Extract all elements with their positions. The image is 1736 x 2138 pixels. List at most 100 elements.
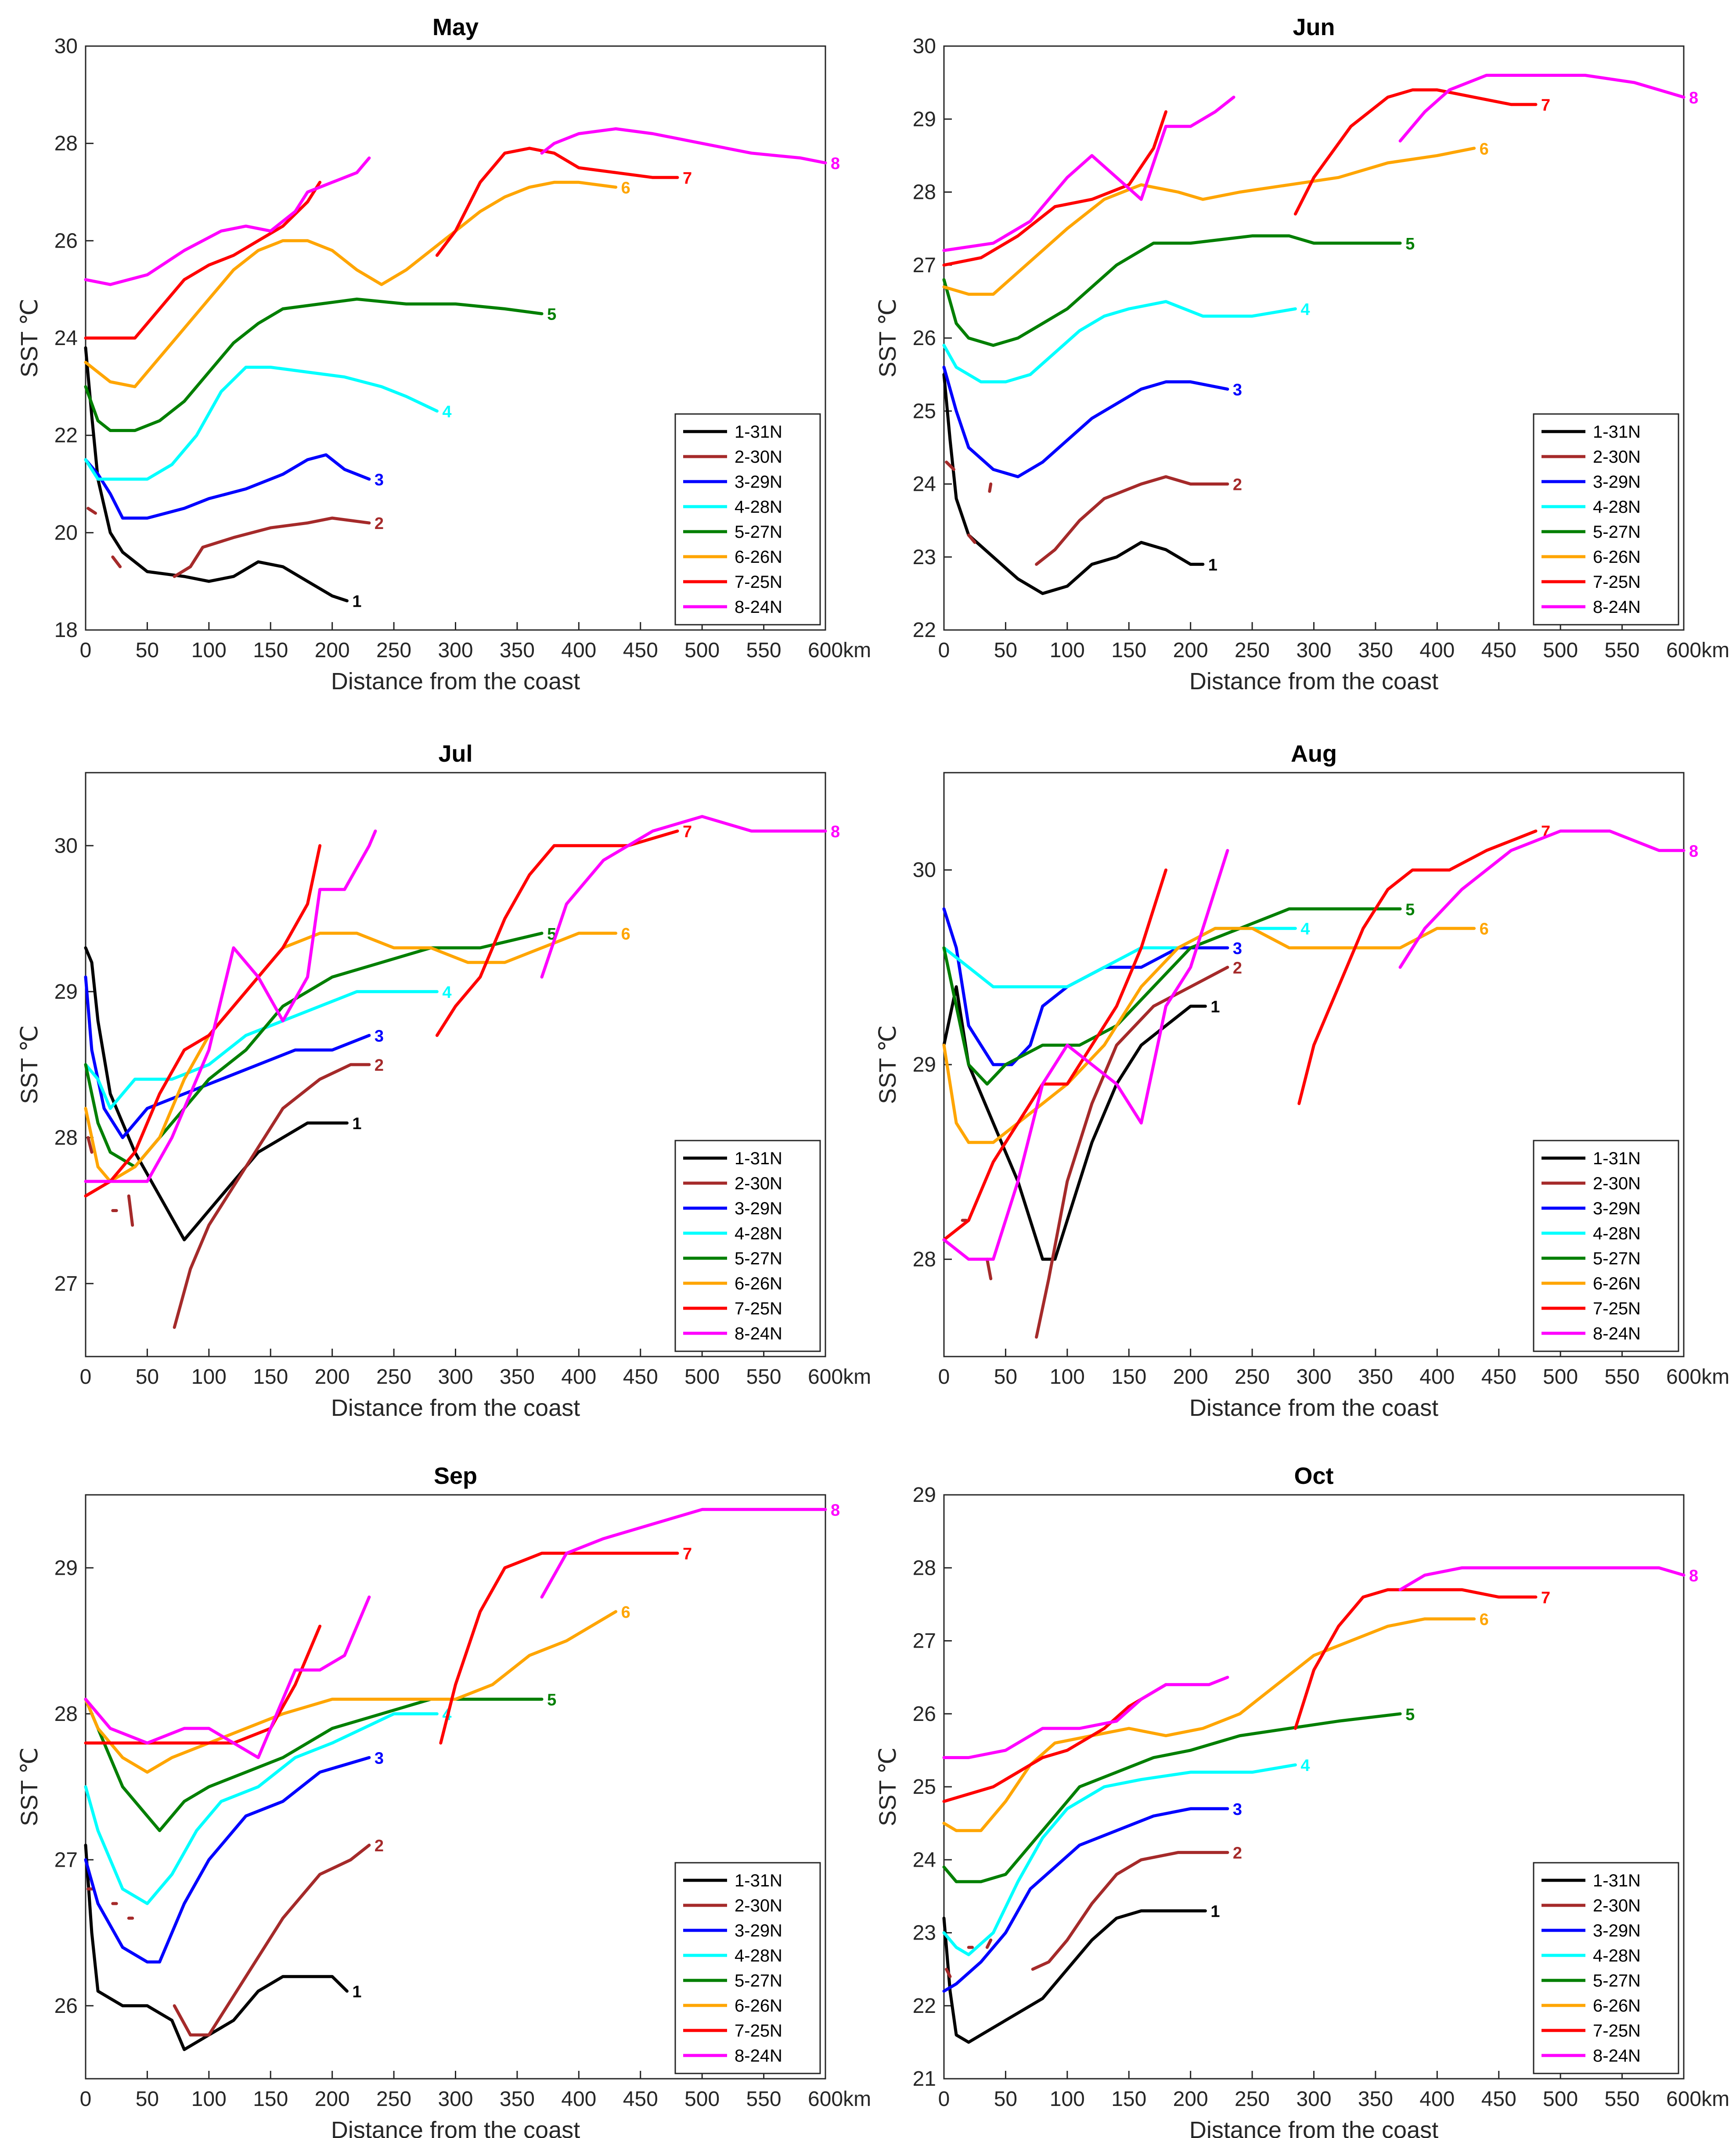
legend-label: 6-26N: [735, 547, 782, 567]
x-tick-label: 450: [623, 2088, 658, 2111]
series-end-label: 5: [1405, 235, 1415, 253]
y-tick-label: 21: [913, 2067, 936, 2091]
series-1-31N: 1: [84, 946, 362, 1242]
series-line-3-seg-1: [942, 907, 1229, 1066]
legend-label: 2-30N: [1593, 447, 1641, 467]
legend: 1-31N 2-30N 3-29N 4-28N 5-27N 6-26N 7-25N 8-24N: [1533, 413, 1679, 626]
series-end-label: 3: [1233, 939, 1242, 958]
x-tick-label: 200: [315, 1365, 350, 1389]
x-tick-label: 400: [561, 2088, 596, 2111]
y-tick-label: 28: [54, 1702, 78, 1726]
y-tick-label: 26: [913, 327, 936, 350]
series-line-5-seg-1: [942, 1712, 1402, 1883]
series-end-label: 4: [442, 403, 451, 421]
legend-label: 4-28N: [1593, 497, 1641, 517]
series-line-6-seg-1: [942, 1617, 1476, 1832]
legend: 1-31N 2-30N 3-29N 4-28N 5-27N 6-26N 7-25N 8-24N: [1533, 1862, 1679, 2074]
series-line-2-seg-1: [86, 507, 97, 515]
x-tick-label: 500: [1543, 639, 1578, 662]
series-line-1-seg-1: [84, 946, 349, 1242]
x-tick-label: 100: [191, 639, 227, 662]
series-end-label: 1: [352, 1983, 361, 2001]
series-7-25N: 7: [84, 823, 692, 1198]
legend-label: 5-27N: [735, 522, 782, 542]
series-end-label: 4: [1300, 920, 1310, 939]
series-2-30N: 2: [945, 1844, 1242, 1978]
legend-label: 5-27N: [735, 1249, 782, 1268]
y-tick-label: 24: [54, 327, 78, 350]
series-end-label: 1: [352, 593, 361, 611]
legend-label: 1-31N: [735, 1149, 782, 1168]
x-tick-label: 400: [561, 639, 596, 662]
series-6-26N: 6: [84, 179, 630, 389]
legend-label: 8-24N: [1593, 1324, 1641, 1343]
series-line-7-seg-2: [435, 829, 679, 1037]
x-tick-label: 550: [746, 2088, 782, 2111]
series-end-label: 5: [1405, 1706, 1415, 1724]
legend-label: 4-28N: [735, 1946, 782, 1965]
panel-title-jul: Jul: [438, 741, 472, 767]
legend-label: 5-27N: [1593, 1971, 1641, 1990]
legend-label: 3-29N: [735, 472, 782, 492]
legend-label: 4-28N: [1593, 1946, 1641, 1965]
series-end-label: 6: [1480, 140, 1489, 158]
series-line-7-seg-2: [1293, 1588, 1538, 1730]
series-end-label: 1: [352, 1115, 361, 1133]
series-end-label: 8: [1689, 1567, 1698, 1585]
series-line-3-seg-1: [84, 1756, 371, 1964]
series-end-label: 7: [683, 1545, 692, 1563]
x-tick-label: 450: [1481, 639, 1516, 662]
x-tick-label: 100: [1050, 1365, 1085, 1389]
legend-label: 7-25N: [735, 572, 782, 592]
x-tick-label: 300: [1296, 2088, 1331, 2111]
y-tick-label: 22: [913, 619, 936, 642]
x-tick-label: 600km: [808, 639, 871, 662]
y-tick-label: 20: [54, 521, 78, 544]
series-8-24N: 8: [942, 1566, 1698, 1759]
series-line-2-seg-4: [173, 1063, 371, 1329]
series-line-5-seg-1: [942, 234, 1402, 347]
y-axis-label: SST ℃: [16, 1747, 43, 1826]
series-end-label: 6: [1480, 920, 1489, 939]
x-tick-label: 100: [191, 1365, 227, 1389]
y-tick-label: 27: [54, 1272, 78, 1296]
y-tick-label: 23: [913, 546, 936, 569]
x-tick-label: 300: [438, 2088, 473, 2111]
series-3-29N: 3: [942, 1800, 1242, 1993]
series-6-26N: 6: [942, 1611, 1489, 1832]
series-end-label: 7: [683, 823, 692, 841]
series-line-2-seg-1: [945, 461, 955, 471]
y-tick-label: 29: [913, 1483, 936, 1507]
series-end-label: 2: [375, 1837, 384, 1855]
series-6-26N: 6: [942, 920, 1489, 1144]
y-tick-label: 29: [913, 1053, 936, 1076]
x-tick-label: 600km: [1666, 639, 1729, 662]
series-line-2-seg-2: [967, 533, 976, 544]
series-line-7-seg-2: [1297, 829, 1538, 1105]
y-tick-label: 28: [54, 132, 78, 155]
y-tick-label: 30: [54, 35, 78, 58]
series-4-28N: 4: [84, 366, 452, 481]
series-line-7-seg-1: [84, 180, 322, 340]
x-tick-label: 50: [136, 1365, 159, 1389]
series-line-2-seg-4: [1035, 475, 1229, 566]
x-tick-label: 100: [1050, 2088, 1085, 2111]
x-tick-label: 0: [80, 2088, 92, 2111]
series-end-label: 7: [683, 169, 692, 187]
series-line-7-seg-2: [1293, 88, 1538, 216]
y-tick-label: 22: [54, 424, 78, 447]
legend-label: 5-27N: [1593, 1249, 1641, 1268]
x-tick-label: 50: [136, 2088, 159, 2111]
series-end-label: 5: [547, 306, 556, 324]
series-line-8-seg-1: [84, 1595, 371, 1759]
series-end-label: 8: [1689, 842, 1698, 860]
x-tick-label: 500: [1543, 2088, 1578, 2111]
y-tick-label: 28: [913, 181, 936, 204]
series-8-24N: 8: [84, 1501, 840, 1759]
series-end-label: 4: [1300, 1756, 1310, 1775]
series-3-29N: 3: [84, 975, 384, 1139]
